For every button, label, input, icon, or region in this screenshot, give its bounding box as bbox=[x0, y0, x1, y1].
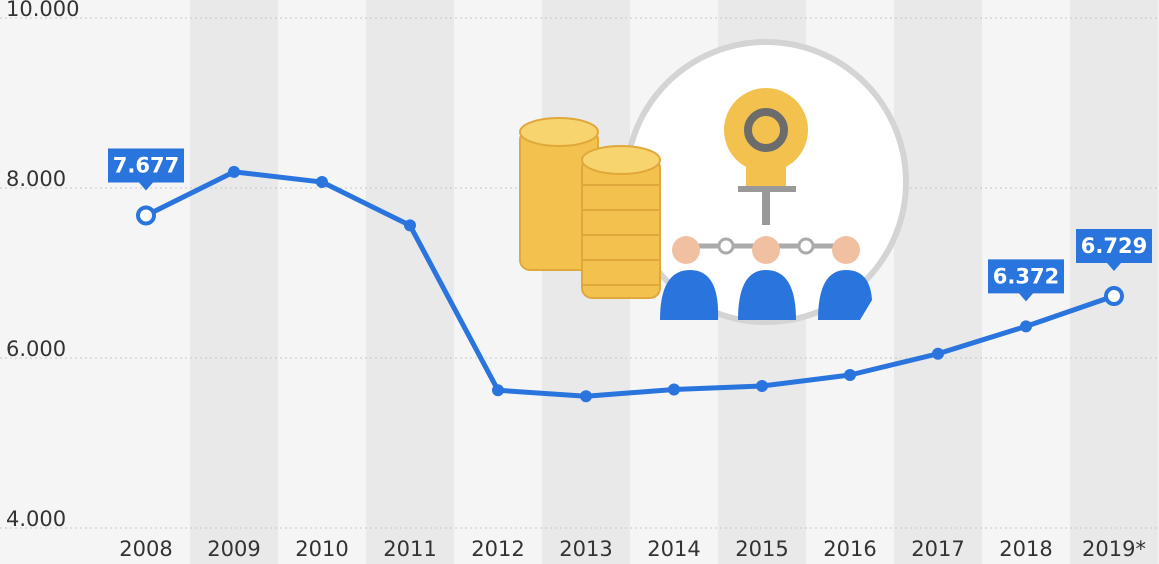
point bbox=[1104, 286, 1124, 307]
x-tick-label: 2013 bbox=[559, 537, 612, 561]
x-tick-label: 2008 bbox=[119, 537, 172, 561]
x-tick-label: 2015 bbox=[735, 537, 788, 561]
grid bbox=[0, 17, 1158, 529]
band bbox=[1070, 0, 1158, 564]
plot: 2008 2009 2010 2011 2012 2013 2014 2015 2016 2017… bbox=[6, 0, 1152, 561]
point bbox=[580, 390, 592, 403]
point bbox=[756, 380, 768, 393]
data-label: 6.729 bbox=[1081, 234, 1147, 258]
x-tick-label: 2009 bbox=[207, 537, 260, 561]
x-tick-label: 2018 bbox=[999, 537, 1052, 561]
x-tick-label: 2012 bbox=[471, 537, 524, 561]
band bbox=[894, 0, 982, 564]
y-tick-label: 10.000 bbox=[6, 0, 79, 21]
point bbox=[932, 347, 944, 360]
point bbox=[844, 369, 856, 381]
point bbox=[668, 383, 680, 396]
x-tick-label: 2016 bbox=[823, 537, 876, 561]
x-tick-label: 2019* bbox=[1082, 537, 1146, 561]
label-box bbox=[1076, 229, 1152, 272]
line bbox=[144, 169, 1115, 399]
label-box bbox=[988, 259, 1064, 302]
x-tick-label: 2010 bbox=[295, 537, 348, 561]
label-box bbox=[108, 148, 184, 191]
band bbox=[190, 0, 278, 564]
point bbox=[316, 176, 328, 189]
x-tick-label: 2017 bbox=[911, 537, 964, 561]
y-tick-label: 8.000 bbox=[6, 167, 66, 191]
illustration bbox=[519, 39, 909, 325]
data-label: 6.372 bbox=[993, 264, 1059, 288]
x-tick-label: 2011 bbox=[383, 537, 436, 561]
data-label: 7.677 bbox=[113, 153, 179, 177]
y-tick-label: 4.000 bbox=[6, 507, 66, 531]
point bbox=[136, 205, 156, 226]
point bbox=[404, 219, 416, 232]
point bbox=[1020, 320, 1032, 333]
x-tick-label: 2014 bbox=[647, 537, 700, 561]
point bbox=[492, 384, 504, 397]
y-tick-label: 6.000 bbox=[6, 337, 66, 361]
point bbox=[228, 165, 240, 178]
